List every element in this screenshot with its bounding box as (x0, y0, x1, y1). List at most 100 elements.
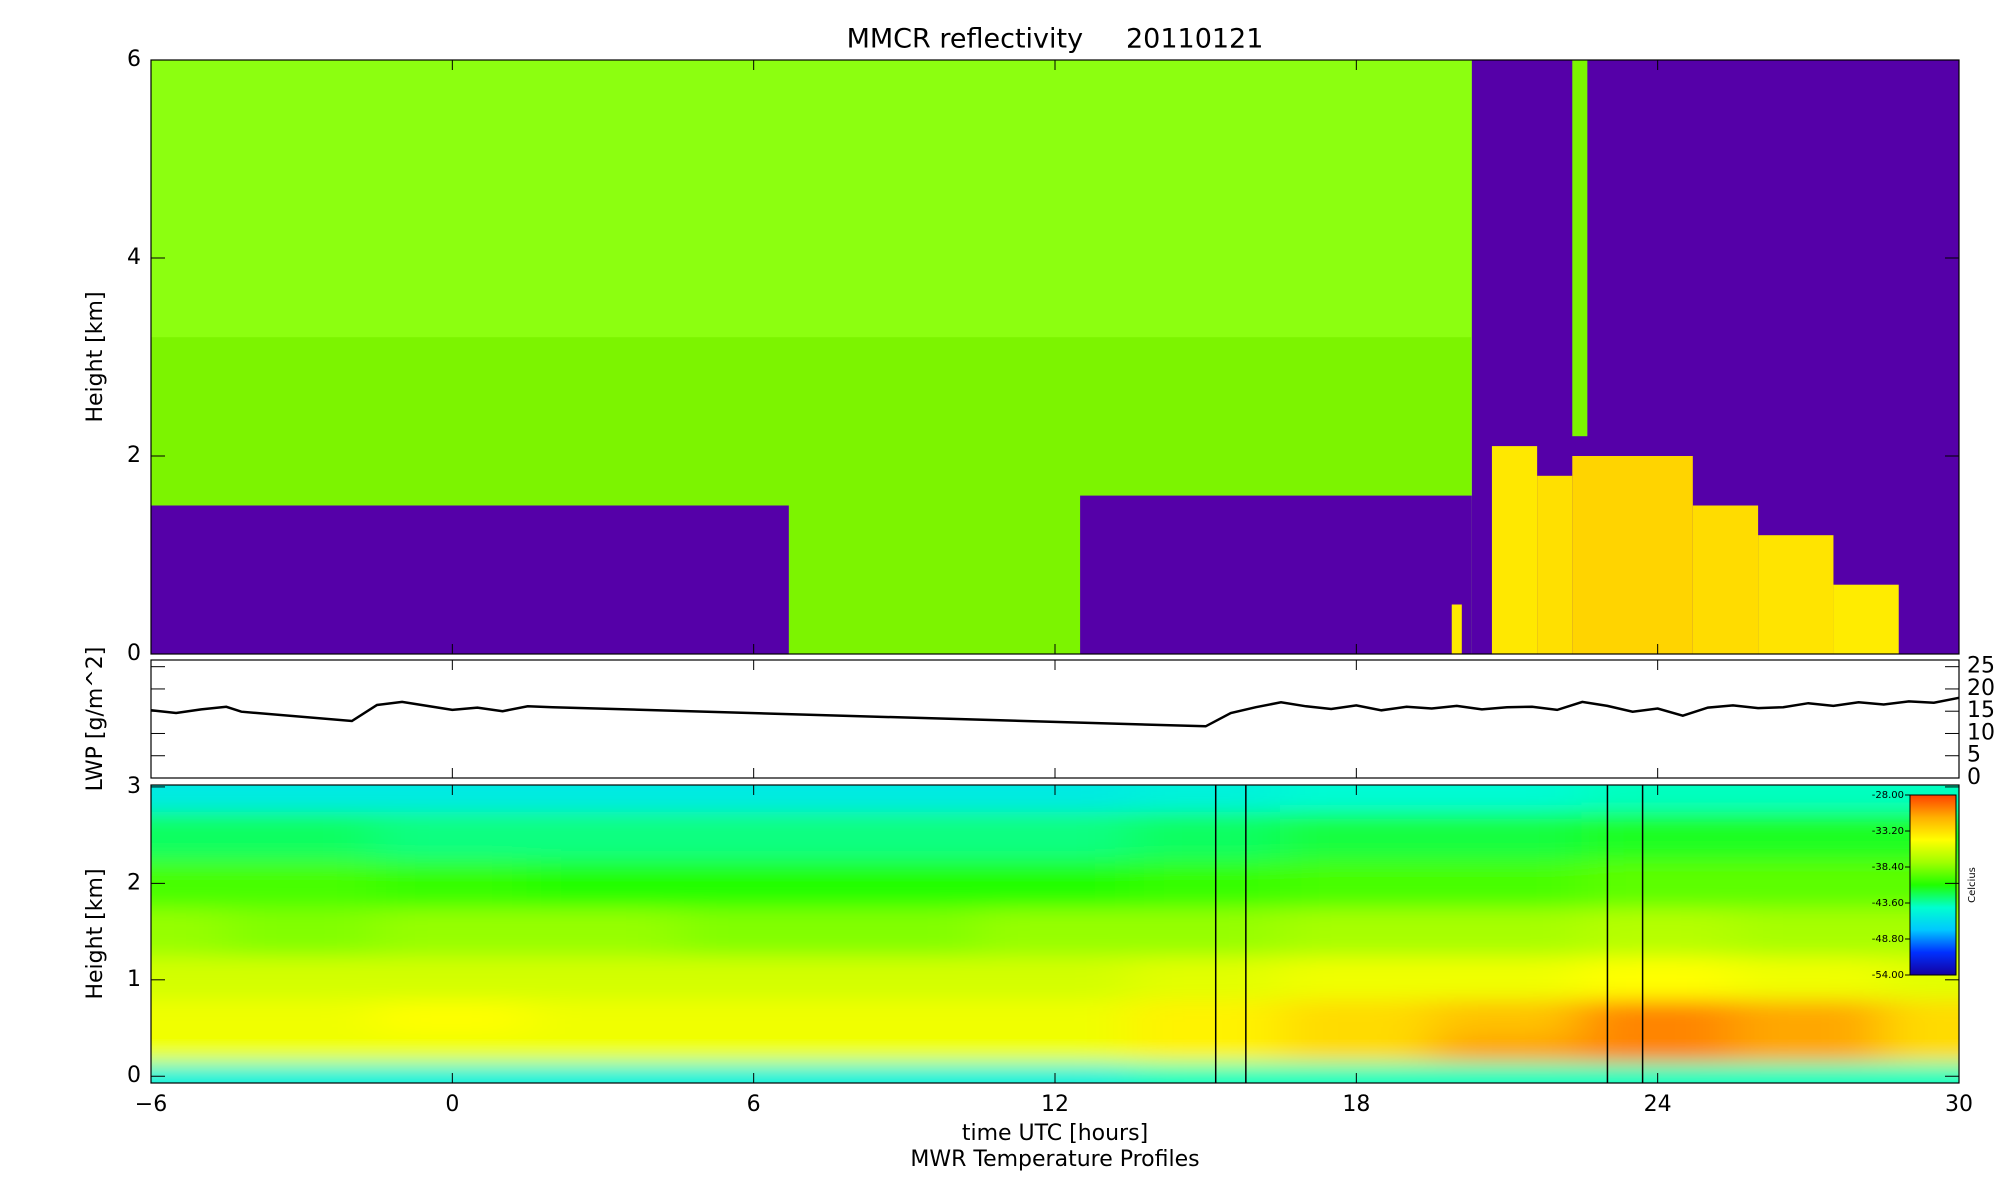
temperature-cell (677, 785, 830, 813)
temperature-cell (828, 954, 981, 1001)
reflectivity-region (1572, 456, 1693, 654)
temperature-cell (1430, 906, 1584, 957)
caption: MWR Temperature Profiles (910, 1147, 1199, 1172)
x-tick-label: 12 (1041, 1092, 1069, 1117)
temperature-cell (1732, 785, 1885, 813)
lwp-line (150, 696, 1960, 728)
colorbar-tick-label: -28.00 (1872, 790, 1904, 801)
x-tick-label: −6 (135, 1092, 167, 1117)
reflectivity-region (1758, 535, 1834, 654)
temperature-cell (1280, 1031, 1433, 1063)
temperature-cell (1732, 954, 1885, 1001)
temperature-cell (1430, 1031, 1584, 1063)
reflectivity-region (1537, 475, 1573, 654)
temperature-cell (978, 954, 1132, 1001)
temperature-field (151, 785, 1959, 1083)
y-tick-label: 5 (1967, 743, 1981, 768)
temperature-cell (828, 858, 981, 909)
temperature-cell (376, 954, 529, 1001)
y-axis-label: LWP [g/m^2] (83, 647, 108, 792)
temperature-cell (1430, 858, 1584, 909)
y-tick-label: 20 (1967, 676, 1995, 701)
temperature-cell (1732, 906, 1885, 957)
temperature-cell (151, 785, 228, 813)
temperature-cell (225, 906, 378, 957)
temperature-cell (978, 858, 1132, 909)
y-tick-label: 10 (1967, 720, 1995, 745)
temperature-cell (1882, 998, 1959, 1034)
temperature-cell (677, 858, 830, 909)
temperature-cell (151, 858, 228, 909)
temperature-cell (526, 810, 680, 861)
temperature-cell (1430, 954, 1584, 1001)
temperature-cell (978, 906, 1132, 957)
temperature-cell (526, 785, 680, 813)
temperature-cell (1129, 1031, 1282, 1063)
temperature-cell (978, 998, 1132, 1034)
temperature-cell (1129, 998, 1282, 1034)
temperature-cell (1280, 1060, 1433, 1083)
temperature-cell (828, 785, 981, 813)
temperature-cell (1732, 998, 1885, 1034)
temperature-cell (1280, 858, 1433, 909)
y-tick-label: 2 (127, 870, 141, 895)
temperature-cell (526, 998, 680, 1034)
temperature-cell (828, 1060, 981, 1083)
temperature-cell (1732, 810, 1885, 861)
temperature-cell (1732, 1031, 1885, 1063)
x-tick-label: 0 (445, 1092, 459, 1117)
temperature-cell (151, 1060, 228, 1083)
temperature-cell (1430, 998, 1584, 1034)
temperature-cell (978, 1060, 1132, 1083)
temperature-cell (526, 858, 680, 909)
temperature-cell (828, 1031, 981, 1063)
colorbar-tick-label: -38.40 (1872, 862, 1904, 873)
temperature-cell (225, 858, 378, 909)
reflectivity-region (151, 60, 1472, 338)
temperature-cell (225, 1060, 378, 1083)
temperature-cell (376, 785, 529, 813)
temperature-cell (1581, 785, 1734, 813)
temperature-cell (1129, 906, 1282, 957)
temperature-cell (677, 810, 830, 861)
reflectivity-region (1572, 60, 1588, 437)
temperature-cell (1430, 1060, 1584, 1083)
temperature-cell (1129, 954, 1282, 1001)
temperature-cell (828, 998, 981, 1034)
y-tick-label: 6 (127, 47, 141, 72)
temperature-cell (1581, 810, 1734, 861)
temperature-cell (1581, 906, 1734, 957)
plot-frame (150, 659, 1960, 779)
temperature-cell (1430, 810, 1584, 861)
temperature-cell (677, 998, 830, 1034)
reflectivity-region (1080, 495, 1472, 654)
y-tick-label: 0 (1967, 765, 1981, 790)
chart-title: MMCR reflectivity 20110121 (847, 24, 1264, 55)
temperature-cell (151, 906, 228, 957)
temperature-cell (225, 1031, 378, 1063)
temperature-cell (828, 810, 981, 861)
temperature-cell (225, 810, 378, 861)
y-tick-label: 1 (127, 967, 141, 992)
colorbar (1909, 794, 1957, 976)
temperature-cell (1129, 858, 1282, 909)
reflectivity-region (1692, 505, 1759, 654)
temperature-cell (1129, 810, 1282, 861)
temperature-cell (1430, 785, 1584, 813)
temperature-cell (1280, 954, 1433, 1001)
temperature-cell (376, 810, 529, 861)
colorbar-label: Celcius (1967, 867, 1978, 903)
temperature-cell (225, 998, 378, 1034)
temperature-cell (1581, 1060, 1734, 1083)
temperature-cell (1581, 858, 1734, 909)
temperature-cell (376, 858, 529, 909)
temperature-cell (526, 906, 680, 957)
y-axis-label: Height [km] (83, 868, 108, 999)
temperature-cell (1280, 810, 1433, 861)
y-tick-label: 25 (1967, 654, 1995, 679)
y-tick-label: 0 (127, 1063, 141, 1088)
temperature-cell (677, 1060, 830, 1083)
colorbar-tick-label: -43.60 (1872, 898, 1904, 909)
temperature-cells (151, 785, 1959, 1083)
reflectivity-region (1491, 446, 1538, 654)
